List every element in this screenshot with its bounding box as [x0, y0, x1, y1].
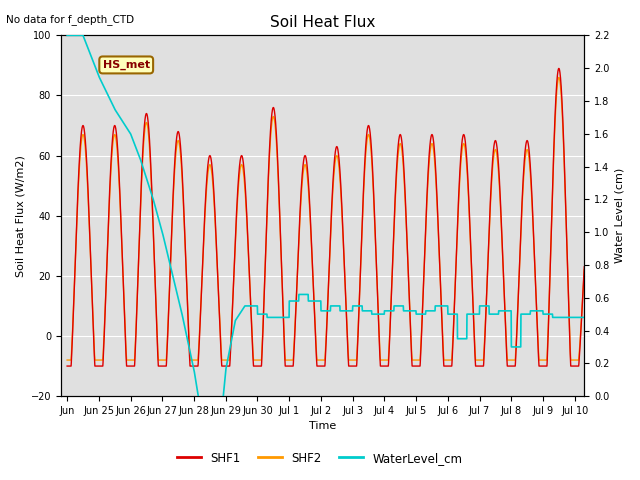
X-axis label: Time: Time: [309, 421, 336, 432]
Text: HS_met: HS_met: [102, 60, 150, 70]
Y-axis label: Soil Heat Flux (W/m2): Soil Heat Flux (W/m2): [15, 155, 25, 276]
Y-axis label: Water Level (cm): Water Level (cm): [615, 168, 625, 264]
Text: No data for f_depth_CTD: No data for f_depth_CTD: [6, 14, 134, 25]
Title: Soil Heat Flux: Soil Heat Flux: [270, 15, 375, 30]
Legend: SHF1, SHF2, WaterLevel_cm: SHF1, SHF2, WaterLevel_cm: [173, 447, 467, 469]
